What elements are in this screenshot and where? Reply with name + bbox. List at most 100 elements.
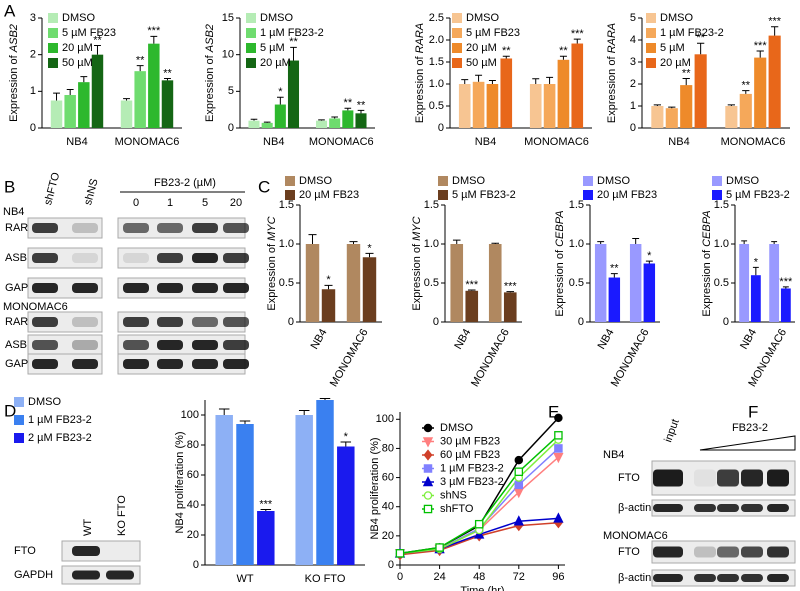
blot-band bbox=[653, 469, 683, 487]
legend-label: 1 µM FB23-2 bbox=[440, 462, 504, 474]
bar bbox=[739, 244, 750, 322]
bar bbox=[472, 81, 485, 128]
x-tick-label: NB4 bbox=[309, 327, 330, 352]
significance: *** bbox=[465, 279, 479, 291]
blot-band bbox=[157, 317, 183, 327]
significance: * bbox=[278, 86, 283, 98]
error-bar bbox=[752, 266, 759, 276]
blot-band bbox=[223, 253, 249, 263]
x-tick-label: 72 bbox=[513, 571, 525, 583]
significance: ** bbox=[502, 45, 511, 57]
blot-band bbox=[694, 469, 716, 487]
bar bbox=[287, 60, 300, 128]
significance: *** bbox=[504, 280, 518, 292]
y-axis-label-text: Expression of bbox=[266, 243, 278, 311]
bar bbox=[543, 84, 556, 128]
significance: ** bbox=[289, 36, 298, 48]
dose-wedge bbox=[699, 435, 796, 451]
legend-label: DMSO bbox=[597, 175, 630, 187]
y-tick-label: 40 bbox=[382, 501, 394, 513]
y-tick-label: 1 bbox=[630, 100, 636, 112]
panel-letter: D bbox=[4, 401, 16, 420]
blot-band bbox=[717, 469, 739, 487]
x-axis-label: Time (hr) bbox=[460, 585, 504, 591]
y-tick-label: 0.5 bbox=[424, 277, 439, 289]
legend-swatch bbox=[246, 28, 256, 38]
marker bbox=[435, 543, 444, 552]
y-tick-label: 1.5 bbox=[424, 199, 439, 211]
x-tick-label: 48 bbox=[473, 571, 485, 583]
bar bbox=[529, 84, 542, 128]
legend-swatch bbox=[646, 58, 656, 68]
legend-swatch bbox=[48, 28, 58, 38]
y-tick-label: 20 bbox=[382, 530, 394, 542]
blot-band bbox=[694, 504, 716, 512]
legend-swatch bbox=[48, 58, 58, 68]
bar bbox=[161, 80, 174, 128]
bar bbox=[629, 244, 642, 322]
legend-swatch bbox=[285, 190, 295, 200]
blot-band bbox=[32, 283, 58, 293]
blot-treatment: FB23-2 (µM) bbox=[154, 177, 216, 189]
error-bar bbox=[365, 252, 374, 258]
legend-label: shNS bbox=[440, 489, 467, 501]
blot-lane-label: WT bbox=[82, 519, 94, 536]
legend-label: DMSO bbox=[452, 175, 485, 187]
legend-label: 1 µM FB23-2 bbox=[28, 414, 92, 426]
blot-band bbox=[653, 574, 683, 582]
blot-dose-label: 5 bbox=[202, 197, 208, 209]
y-tick-label: 0 bbox=[30, 122, 36, 134]
y-tick-label: 0.5 bbox=[279, 277, 294, 289]
y-tick-label: 0 bbox=[433, 316, 439, 328]
legend-label: 1 µM FB23-2 bbox=[660, 27, 724, 39]
blot-band bbox=[157, 253, 183, 263]
y-tick-label: 100 bbox=[376, 413, 394, 425]
legend-label: 3 µM FB23-2 bbox=[440, 476, 504, 488]
blot-band bbox=[72, 359, 98, 369]
legend-swatch bbox=[583, 176, 593, 186]
significance: ** bbox=[93, 34, 102, 46]
bar bbox=[78, 82, 90, 128]
error-bar bbox=[771, 26, 779, 36]
legend-label: 50 µM bbox=[466, 57, 497, 69]
significance: ** bbox=[682, 67, 691, 79]
legend-marker bbox=[423, 504, 433, 514]
blot-band bbox=[157, 283, 183, 293]
blot-band bbox=[741, 574, 763, 582]
blot-band bbox=[741, 469, 763, 487]
error-bar bbox=[263, 121, 271, 123]
y-tick-label: 2.0 bbox=[429, 34, 444, 46]
bar bbox=[120, 100, 133, 128]
y-axis-label: NB4 proliferation (%) bbox=[369, 437, 381, 539]
y-tick-label: 0 bbox=[228, 122, 234, 134]
blot-band bbox=[767, 504, 789, 512]
y-tick-label: 2 bbox=[30, 49, 36, 61]
bar bbox=[362, 257, 377, 322]
bar bbox=[500, 58, 513, 129]
legend-label: 20 µM FB23 bbox=[299, 189, 359, 201]
y-axis-label: NB4 proliferation (%) bbox=[174, 431, 186, 533]
bar bbox=[64, 95, 76, 128]
y-tick-label: 1.0 bbox=[569, 238, 584, 250]
bar bbox=[643, 263, 656, 322]
x-tick-label: WT bbox=[236, 573, 253, 585]
error-bar bbox=[467, 289, 476, 291]
error-bar bbox=[668, 106, 676, 109]
blot-band bbox=[192, 223, 218, 233]
blot-band bbox=[32, 253, 58, 263]
error-bar bbox=[771, 241, 778, 244]
blot-band bbox=[32, 359, 58, 369]
legend-label: 20 µM bbox=[466, 42, 497, 54]
blot-band bbox=[717, 574, 739, 582]
legend-swatch bbox=[14, 433, 24, 443]
legend-label: 5 µM FB23-2 bbox=[452, 189, 516, 201]
bar bbox=[148, 43, 160, 128]
error-bar bbox=[260, 509, 272, 511]
blot-band bbox=[223, 317, 249, 327]
panel-letter: E bbox=[548, 402, 559, 421]
x-tick-label: NB4 bbox=[596, 327, 617, 352]
significance: *** bbox=[779, 276, 793, 288]
y-tick-label: 20 bbox=[187, 529, 199, 541]
y-axis-label: Expression of RARA bbox=[606, 23, 618, 123]
panel-letter: C bbox=[258, 177, 270, 196]
